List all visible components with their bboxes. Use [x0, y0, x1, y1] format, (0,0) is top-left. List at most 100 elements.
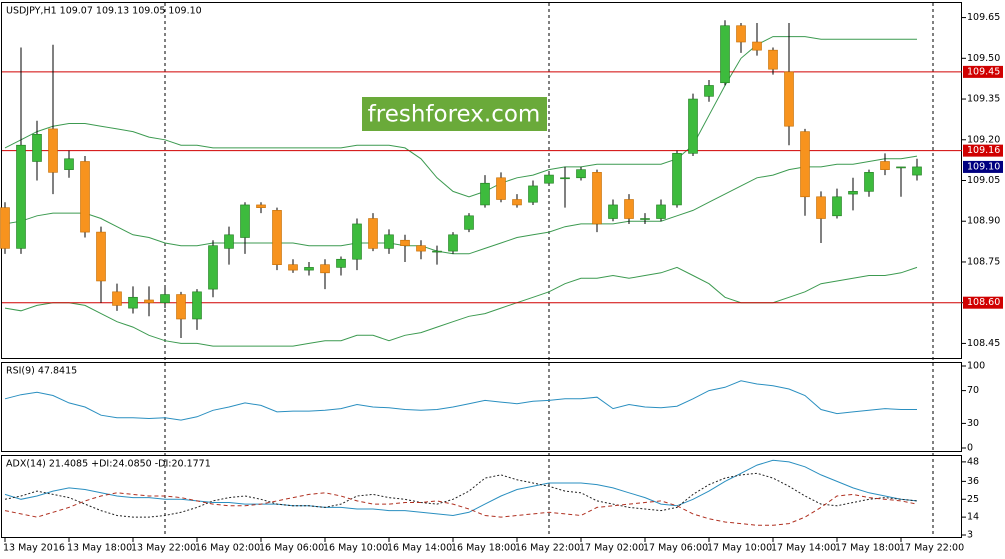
candle-body	[736, 25, 746, 43]
band-upper	[4, 36, 917, 198]
y-tick-label: 109.05	[967, 175, 1000, 186]
x-tick-label: 13 May 18:00	[67, 543, 132, 554]
candle-body	[528, 185, 538, 203]
candle-body	[832, 196, 842, 217]
x-tick-label: 17 May 06:00	[643, 543, 708, 554]
level-label: 109.16	[967, 145, 1000, 156]
y-tick-label: 108.75	[967, 256, 1000, 267]
x-tick-label: 17 May 18:00	[835, 543, 900, 554]
candle-body	[224, 234, 234, 249]
candle-body	[368, 218, 378, 249]
watermark: freshforex.com	[368, 102, 541, 128]
candle-body	[96, 231, 106, 282]
candle-body	[848, 191, 858, 195]
candle-body	[464, 215, 474, 230]
last-price-label: 109.10	[967, 161, 1000, 172]
candle-body	[240, 204, 250, 238]
level-label-box	[963, 65, 1003, 78]
x-tick-label: 16 May 10:00	[323, 543, 388, 554]
y-tick-label: 109.35	[967, 94, 1000, 105]
candle-body	[32, 134, 42, 162]
indicator-line	[4, 380, 917, 421]
y-tick-label: 36	[967, 476, 979, 487]
candle-body	[432, 250, 442, 253]
y-tick-label: 3	[967, 530, 973, 541]
y-tick-label: 109.50	[967, 53, 1000, 64]
price-panel	[1, 2, 962, 359]
candle-body	[720, 25, 730, 84]
x-tick-label: 16 May 06:00	[259, 543, 324, 554]
candle-body	[896, 166, 906, 169]
candle-body	[592, 172, 602, 225]
candle-body	[16, 144, 26, 249]
candle-body	[496, 177, 506, 200]
candle-body	[768, 49, 778, 70]
y-tick-label: 48	[967, 456, 979, 467]
candle-body	[512, 199, 522, 206]
candle-body	[800, 131, 810, 198]
y-tick-label: 100	[967, 361, 985, 372]
x-tick-label: 17 May 14:00	[771, 543, 836, 554]
panel-title: USDJPY,H1 109.07 109.13 109.05 109.10	[6, 6, 202, 17]
x-tick-label: 13 May 2016	[3, 543, 65, 554]
plot-layer: USDJPY,H1 109.07 109.13 109.05 109.10 109…	[0, 6, 1003, 554]
candle-body	[672, 153, 682, 206]
candle-body	[416, 245, 426, 252]
y-tick-label: 108.45	[967, 338, 1000, 349]
indicator-line	[4, 472, 918, 518]
candle-body	[480, 182, 490, 206]
candle-body	[304, 267, 314, 271]
x-tick-label: 17 May 22:00	[899, 543, 964, 554]
candle-body	[144, 299, 154, 303]
panel-title: ADX(14) 21.4085 +DI:24.0850 -DI:20.1771	[6, 459, 211, 470]
candle-body	[608, 204, 618, 219]
candle-body	[160, 294, 170, 303]
candle-body	[816, 196, 826, 219]
candle-body	[112, 291, 122, 306]
x-tick-label: 16 May 02:00	[195, 543, 260, 554]
candle-body	[864, 172, 874, 192]
candle-body	[320, 264, 330, 274]
candle-body	[640, 218, 650, 220]
indicator-line	[4, 492, 918, 526]
level-label: 108.60	[967, 297, 1000, 308]
last-price-box	[963, 160, 1003, 173]
y-tick-label: 108.90	[967, 216, 1000, 227]
candle-body	[384, 234, 394, 249]
candle-body	[208, 245, 218, 290]
level-label-box	[963, 144, 1003, 157]
y-tick-label: 14	[967, 512, 979, 523]
candle-body	[336, 258, 346, 268]
candle-body	[560, 177, 570, 180]
y-tick-label: 70	[967, 385, 979, 396]
candle-body	[576, 169, 586, 179]
rsi-panel	[1, 362, 962, 452]
x-tick-label: 17 May 10:00	[707, 543, 772, 554]
candle-body	[64, 158, 74, 170]
candle-body	[880, 161, 890, 170]
candle-body	[80, 161, 90, 233]
candle-body	[544, 174, 554, 184]
panel-title: RSI(9) 47.8415	[6, 366, 77, 377]
candle-body	[400, 239, 410, 246]
level-label: 109.45	[967, 66, 1000, 77]
x-tick-label: 16 May 18:00	[451, 543, 516, 554]
candle-body	[272, 210, 282, 265]
y-tick-label: 0	[967, 443, 973, 454]
candle-body	[912, 166, 922, 176]
candle-body	[784, 71, 794, 127]
candle-body	[688, 98, 698, 154]
candle-body	[352, 223, 362, 260]
candle-body	[192, 291, 202, 320]
candle-body	[704, 85, 714, 97]
x-tick-label: 16 May 22:00	[515, 543, 580, 554]
candle-body	[288, 264, 298, 271]
y-tick-label: 109.65	[967, 12, 1000, 23]
x-tick-label: 16 May 14:00	[387, 543, 452, 554]
candle-body	[752, 41, 762, 51]
band-middle	[4, 155, 918, 255]
candle-body	[0, 207, 10, 249]
y-tick-label: 25	[967, 494, 979, 505]
candle-body	[656, 204, 666, 219]
